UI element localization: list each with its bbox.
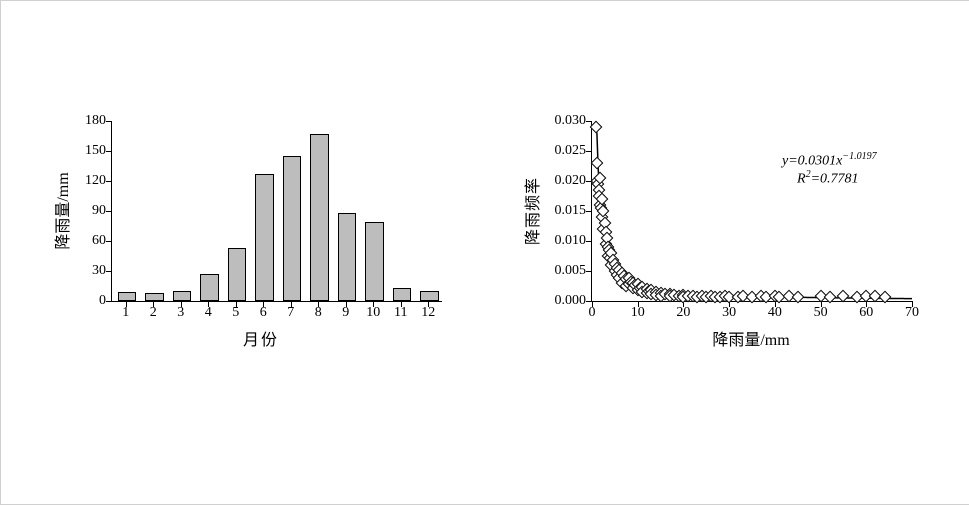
scatter-xtick-label: 30 (722, 305, 736, 321)
bar-xtick-label: 8 (315, 305, 322, 321)
scatter-plot-area: y=0.0301x−1.0197 R2=0.7781 0.0000.0050.0… (591, 121, 912, 302)
fit-curve (592, 121, 912, 301)
bar-xtick-label: 5 (232, 305, 239, 321)
bar (283, 156, 302, 301)
bar-xtick-label: 4 (205, 305, 212, 321)
r-squared-annotation: R2=0.7781 (797, 169, 859, 188)
scatter-ytick-label: 0.020 (555, 173, 587, 189)
scatter-marker (823, 290, 836, 303)
scatter-ytick-label: 0.025 (555, 143, 587, 159)
bar (145, 293, 164, 301)
scatter-xtick-label: 20 (676, 305, 690, 321)
scatter-marker (589, 121, 602, 134)
bar (393, 288, 412, 301)
scatter-ytick-label: 0.010 (555, 233, 587, 249)
bar-xtick-label: 1 (122, 305, 129, 321)
bar (365, 222, 384, 301)
scatter-xtick-label: 70 (905, 305, 919, 321)
bar-ytick-label: 30 (92, 263, 106, 279)
bar (200, 274, 219, 301)
scatter-marker (878, 290, 891, 303)
bar-xtick-label: 12 (421, 305, 435, 321)
equation-annotation: y=0.0301x−1.0197 (782, 151, 877, 170)
scatter-xtick-label: 10 (631, 305, 645, 321)
bar-ytick-label: 180 (85, 113, 106, 129)
bar (310, 134, 329, 301)
scatter-ytick-label: 0.000 (555, 293, 587, 309)
bar-ytick-label: 0 (99, 293, 106, 309)
bar-plot-area: 0306090120150180123456789101112 (111, 121, 442, 302)
bar-xtick-label: 7 (287, 305, 294, 321)
scatter-marker (837, 290, 850, 303)
scatter-marker (590, 157, 603, 170)
scatter-xtick-label: 60 (859, 305, 873, 321)
bar (420, 291, 439, 301)
bar (228, 248, 247, 301)
scatter-x-axis-label: 降雨量/mm (591, 326, 911, 350)
bar (118, 292, 137, 301)
scatter-xtick-label: 50 (814, 305, 828, 321)
bar-y-axis-label: 降雨量/mm (49, 172, 73, 249)
bar-x-axis-label: 月份 (71, 326, 451, 350)
scatter-ytick-label: 0.030 (555, 113, 587, 129)
bar-ytick-label: 90 (92, 203, 106, 219)
bar-ytick-label: 150 (85, 143, 106, 159)
bar (173, 291, 192, 301)
bar (338, 213, 357, 301)
bar-xtick-label: 9 (342, 305, 349, 321)
bar-xtick-label: 10 (366, 305, 380, 321)
bar-ytick-label: 120 (85, 173, 106, 189)
monthly-rainfall-bar-chart: 降雨量/mm 0306090120150180123456789101112 月… (71, 121, 451, 341)
scatter-xtick-label: 0 (589, 305, 596, 321)
bar-xtick-label: 6 (260, 305, 267, 321)
scatter-y-axis-label: 降雨频率 (519, 177, 543, 245)
bar-ytick-label: 60 (92, 233, 106, 249)
bar (255, 174, 274, 301)
scatter-xtick-label: 40 (768, 305, 782, 321)
rainfall-frequency-scatter-chart: 降雨频率 y=0.0301x−1.0197 R2=0.7781 0.0000.0… (531, 121, 931, 341)
bar-xtick-label: 11 (394, 305, 407, 321)
scatter-ytick-label: 0.015 (555, 203, 587, 219)
bar-xtick-label: 3 (177, 305, 184, 321)
scatter-marker (791, 290, 804, 303)
bar-xtick-label: 2 (150, 305, 157, 321)
scatter-ytick-label: 0.005 (555, 263, 587, 279)
